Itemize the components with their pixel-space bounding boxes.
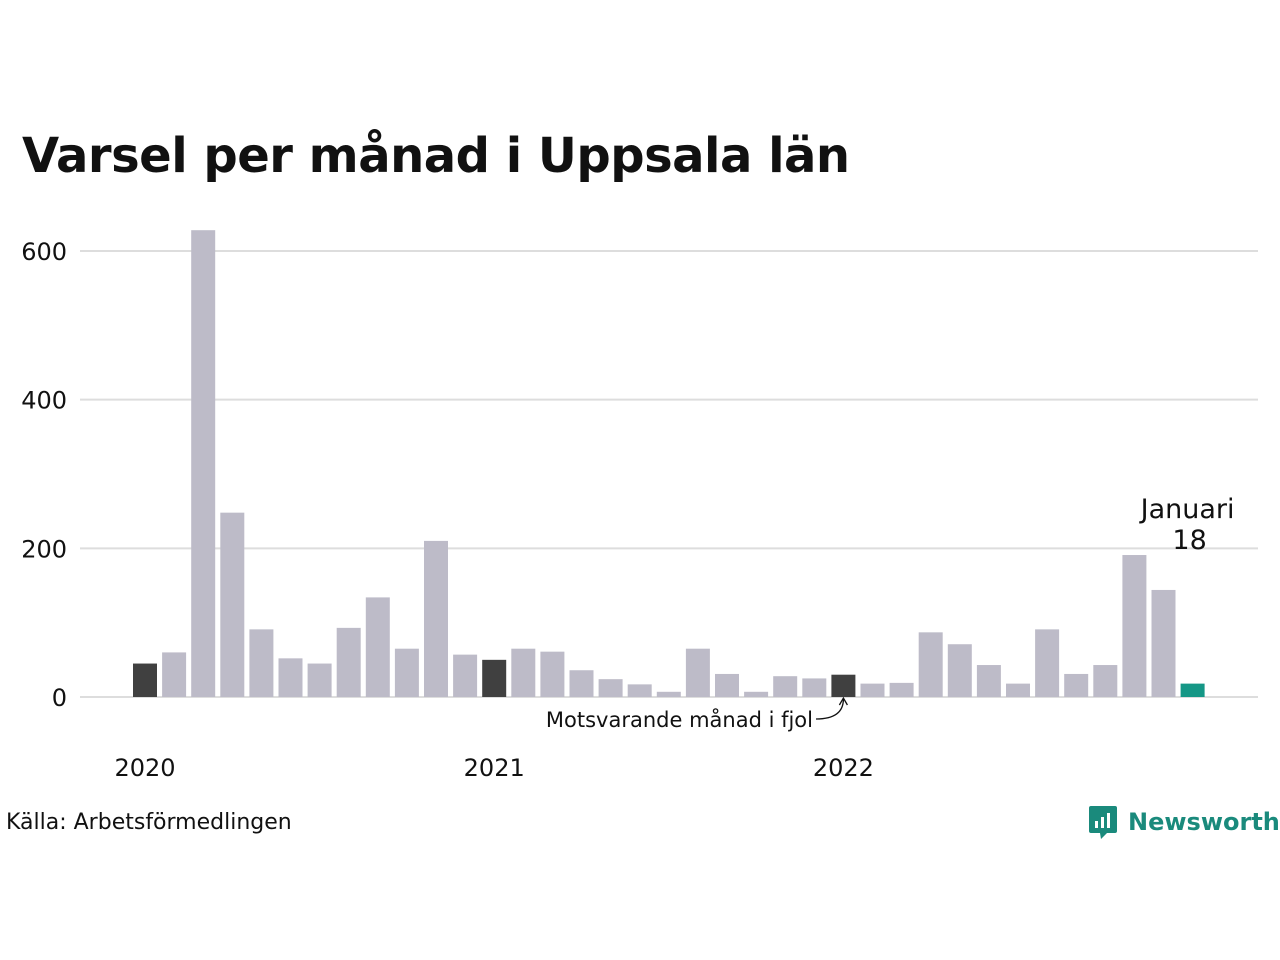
- bar: [191, 230, 216, 698]
- comparison-arrowhead: [838, 696, 848, 706]
- brand-name: Newsworthy: [1128, 808, 1280, 836]
- bar: [656, 691, 681, 697]
- bar: [773, 676, 798, 697]
- comparison-month-label: Motsvarande månad i fjol: [546, 707, 813, 732]
- bar: [889, 682, 914, 697]
- x-tick-label: 2020: [114, 754, 175, 782]
- bar: [249, 629, 274, 697]
- bar: [307, 663, 332, 697]
- bars: [133, 230, 1205, 698]
- bar: [482, 659, 507, 697]
- bar: [1035, 629, 1060, 697]
- bar: [424, 540, 448, 697]
- bar: [133, 663, 157, 697]
- brand-logo: Newsworthy: [1088, 804, 1280, 840]
- bar: [1180, 683, 1205, 697]
- bar: [365, 597, 390, 697]
- bar: [598, 679, 623, 697]
- bar: [1151, 589, 1176, 697]
- x-tick-label: 2022: [813, 754, 874, 782]
- comparison-arrow: [815, 698, 845, 720]
- bar: [1122, 555, 1147, 697]
- bar: [685, 648, 710, 697]
- y-tick-label: 400: [21, 387, 67, 415]
- y-axis: 0 200 400 600: [21, 238, 67, 712]
- bar: [860, 683, 885, 697]
- bar: [511, 648, 536, 697]
- bar: [1006, 683, 1030, 697]
- bar: [162, 652, 187, 697]
- bar: [976, 665, 1001, 697]
- gridlines: [80, 250, 1258, 698]
- bar: [744, 691, 769, 697]
- bar: [336, 627, 361, 697]
- current-month-value: 18: [1172, 525, 1206, 556]
- chart-title: Varsel per månad i Uppsala län: [22, 128, 850, 184]
- x-axis: 2020 2021 2022: [114, 754, 873, 782]
- bar: [540, 651, 565, 697]
- bar: [627, 684, 652, 697]
- bar: [278, 658, 303, 697]
- bar: [569, 670, 594, 697]
- bar: [802, 678, 827, 697]
- bar: [220, 512, 245, 697]
- x-tick-label: 2021: [464, 754, 525, 782]
- y-tick-label: 600: [21, 238, 67, 266]
- bar: [1064, 673, 1089, 697]
- y-tick-label: 0: [52, 684, 67, 712]
- bar: [453, 654, 478, 697]
- bar: [715, 673, 739, 697]
- bar: [1093, 665, 1118, 697]
- bar: [394, 648, 419, 697]
- source-note: Källa: Arbetsförmedlingen: [6, 810, 292, 835]
- bar: [831, 674, 856, 697]
- bar: [947, 644, 972, 697]
- newsworthy-logo-icon: [1089, 806, 1117, 839]
- y-tick-label: 200: [21, 535, 67, 563]
- current-month-label: Januari: [1139, 494, 1235, 525]
- bar: [918, 632, 943, 697]
